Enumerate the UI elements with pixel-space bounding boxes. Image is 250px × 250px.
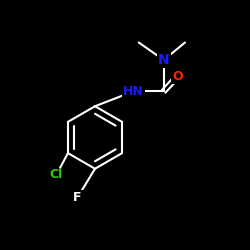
Text: Cl: Cl: [50, 168, 63, 181]
Text: N: N: [158, 53, 170, 67]
Text: HN: HN: [124, 85, 144, 98]
Text: O: O: [172, 70, 183, 83]
Text: F: F: [73, 191, 82, 204]
